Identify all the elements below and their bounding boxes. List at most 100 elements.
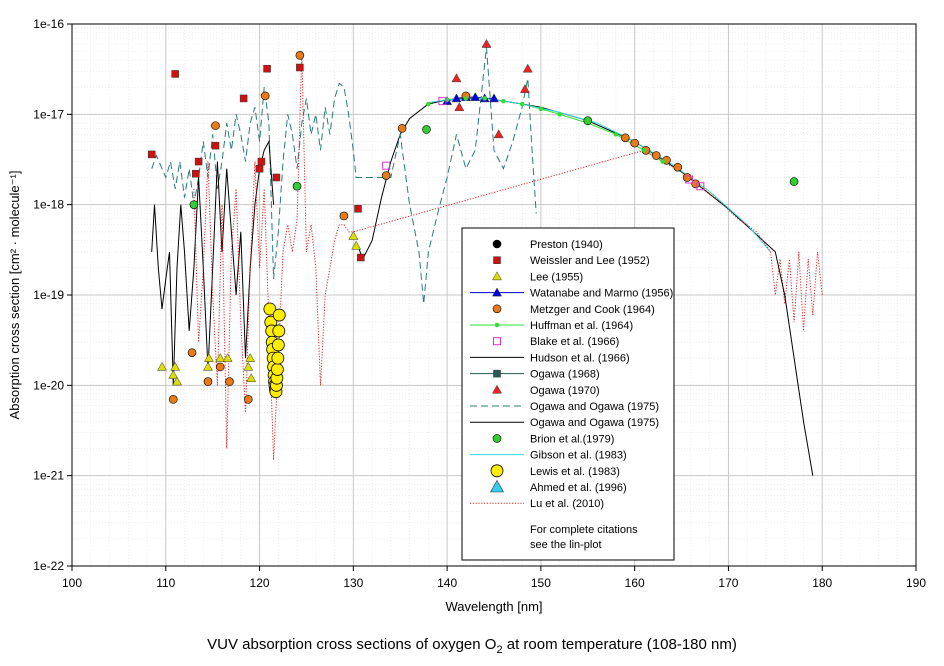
data-point-metzger-and-cook-1964 xyxy=(397,124,407,133)
x-tick-label: 120 xyxy=(250,576,270,590)
data-point-lee-1955 xyxy=(351,240,362,250)
data-point-metzger-and-cook-1964 xyxy=(168,395,178,404)
legend-label: Lu et al. (2010) xyxy=(530,498,604,510)
x-tick-label: 180 xyxy=(812,576,832,590)
legend-marker xyxy=(493,337,501,346)
data-point-weissler-and-lee-1952 xyxy=(354,205,362,213)
data-point-huffman-et-al-1964 xyxy=(519,101,525,107)
data-point-ogawa-1970 xyxy=(493,129,504,139)
legend-item: Lee (1955) xyxy=(492,271,583,283)
plot-series xyxy=(147,39,823,476)
data-point-lee-1955 xyxy=(157,361,167,371)
caption-subscript: 2 xyxy=(496,644,503,656)
caption-text: VUV absorption cross sections of oxygen … xyxy=(207,636,497,653)
data-point-weissler-and-lee-1952 xyxy=(257,157,266,166)
data-point-huffman-et-al-1964 xyxy=(613,132,619,137)
data-point-metzger-and-cook-1964 xyxy=(187,348,197,357)
data-point-ogawa-1970 xyxy=(522,63,533,73)
legend-label: Metzger and Cook (1964) xyxy=(530,304,655,316)
x-tick-label: 190 xyxy=(906,576,926,590)
caption-text-end: at room temperature (108-180 nm) xyxy=(502,636,737,653)
legend-item: Ahmed et al. (1996) xyxy=(489,479,627,494)
data-point-lee-1955 xyxy=(203,361,213,371)
legend-item: Lewis et al. (1983) xyxy=(490,464,620,478)
y-tick-label: 1e-19 xyxy=(33,288,64,302)
legend-marker xyxy=(489,479,505,493)
series-line-lu-et-al-2010 xyxy=(193,51,823,460)
data-point-ogawa-1970 xyxy=(451,73,462,83)
data-point-metzger-and-cook-1964 xyxy=(682,173,692,182)
legend-label: Hudson et al. (1966) xyxy=(530,352,630,364)
data-point-lewis-et-al-1983 xyxy=(272,324,286,338)
data-point-huffman-et-al-1964 xyxy=(641,147,647,153)
data-point-lee-1955 xyxy=(170,361,181,371)
data-point-huffman-et-al-1964 xyxy=(463,96,469,101)
legend-label: Lee (1955) xyxy=(530,271,583,283)
data-point-weissler-and-lee-1952 xyxy=(171,70,179,78)
data-point-weissler-and-lee-1952 xyxy=(239,94,248,103)
data-point-metzger-and-cook-1964 xyxy=(339,211,349,221)
data-point-watanabe-and-marmo-1956 xyxy=(451,93,462,103)
data-point-watanabe-and-marmo-1956 xyxy=(489,93,499,103)
data-point-ogawa-1970 xyxy=(481,39,492,48)
legend-label: Ogawa (1970) xyxy=(530,385,600,397)
data-point-lee-1955 xyxy=(245,353,256,362)
legend-item: Ogawa (1970) xyxy=(492,384,600,397)
y-axis-title: Absorption cross section [cm² · molecule… xyxy=(7,171,22,420)
data-point-blake-et-al-1966 xyxy=(438,97,447,106)
data-point-lee-1955 xyxy=(203,353,214,362)
legend-item: Blake et al. (1966) xyxy=(493,336,619,348)
legend-item: Ogawa (1968) xyxy=(470,369,600,381)
legend-item: Gibson et al. (1983) xyxy=(470,450,627,462)
legend-marker xyxy=(492,239,502,249)
data-point-ogawa-1970 xyxy=(454,102,465,111)
data-point-blake-et-al-1966 xyxy=(685,175,694,184)
data-point-lee-1955 xyxy=(243,361,254,371)
data-point-weissler-and-lee-1952 xyxy=(272,173,281,182)
legend-label: Ogawa and Ogawa (1975) xyxy=(530,401,659,413)
data-point-weissler-and-lee-1952 xyxy=(357,253,365,262)
data-point-metzger-and-cook-1964 xyxy=(215,362,225,372)
x-tick-label: 100 xyxy=(62,576,82,590)
legend-item: Lu et al. (2010) xyxy=(470,498,604,510)
data-point-metzger-and-cook-1964 xyxy=(673,162,683,172)
legend-box xyxy=(461,227,675,561)
data-point-brion-et-al-1979 xyxy=(189,200,199,209)
legend-item: Metzger and Cook (1964) xyxy=(492,304,655,316)
legend-item: Hudson et al. (1966) xyxy=(470,352,630,364)
x-axis-title: Wavelength [nm] xyxy=(445,599,542,614)
legend-item: Brion et al.(1979) xyxy=(492,433,614,445)
y-tick-label: 1e-18 xyxy=(33,198,64,212)
data-point-blake-et-al-1966 xyxy=(696,182,705,191)
legend-label: Ogawa (1968) xyxy=(530,369,600,381)
figure-caption: VUV absorption cross sections of oxygen … xyxy=(0,636,944,656)
data-point-huffman-et-al-1964 xyxy=(557,112,562,117)
data-point-metzger-and-cook-1964 xyxy=(244,395,253,404)
data-point-lee-1955 xyxy=(246,373,257,382)
data-point-lewis-et-al-1983 xyxy=(271,351,285,365)
data-point-watanabe-and-marmo-1956 xyxy=(470,92,481,101)
data-point-brion-et-al-1979 xyxy=(422,125,431,134)
data-point-lee-1955 xyxy=(168,370,179,379)
data-point-lee-1955 xyxy=(222,353,233,362)
data-point-lewis-et-al-1983 xyxy=(272,308,286,322)
legend-marker xyxy=(492,434,502,443)
legend-marker xyxy=(494,322,500,328)
legend-label: Preston (1940) xyxy=(530,239,603,251)
legend-marker xyxy=(493,256,501,264)
data-point-metzger-and-cook-1964 xyxy=(225,377,234,386)
data-point-lee-1955 xyxy=(215,353,226,362)
legend-label: Ahmed et al. (1996) xyxy=(530,482,627,494)
x-tick-label: 150 xyxy=(531,576,551,590)
data-point-lee-1955 xyxy=(348,230,359,240)
y-tick-label: 1e-20 xyxy=(33,378,64,392)
legend-note-line-2: see the lin-plot xyxy=(530,539,602,551)
legend-label: Gibson et al. (1983) xyxy=(530,450,627,462)
legend: Preston (1940) Weissler and Lee (1952) Lee… xyxy=(461,227,675,561)
chart-canvas: 100 110 120 130 140 150 160 170 180 190 1e-22 1e-21… xyxy=(7,17,926,614)
data-point-weissler-and-lee-1952 xyxy=(211,141,220,150)
x-tick-label: 170 xyxy=(718,576,738,590)
data-point-weissler-and-lee-1952 xyxy=(255,164,264,173)
x-tick-label: 130 xyxy=(343,576,363,590)
data-point-huffman-et-al-1964 xyxy=(501,98,506,104)
